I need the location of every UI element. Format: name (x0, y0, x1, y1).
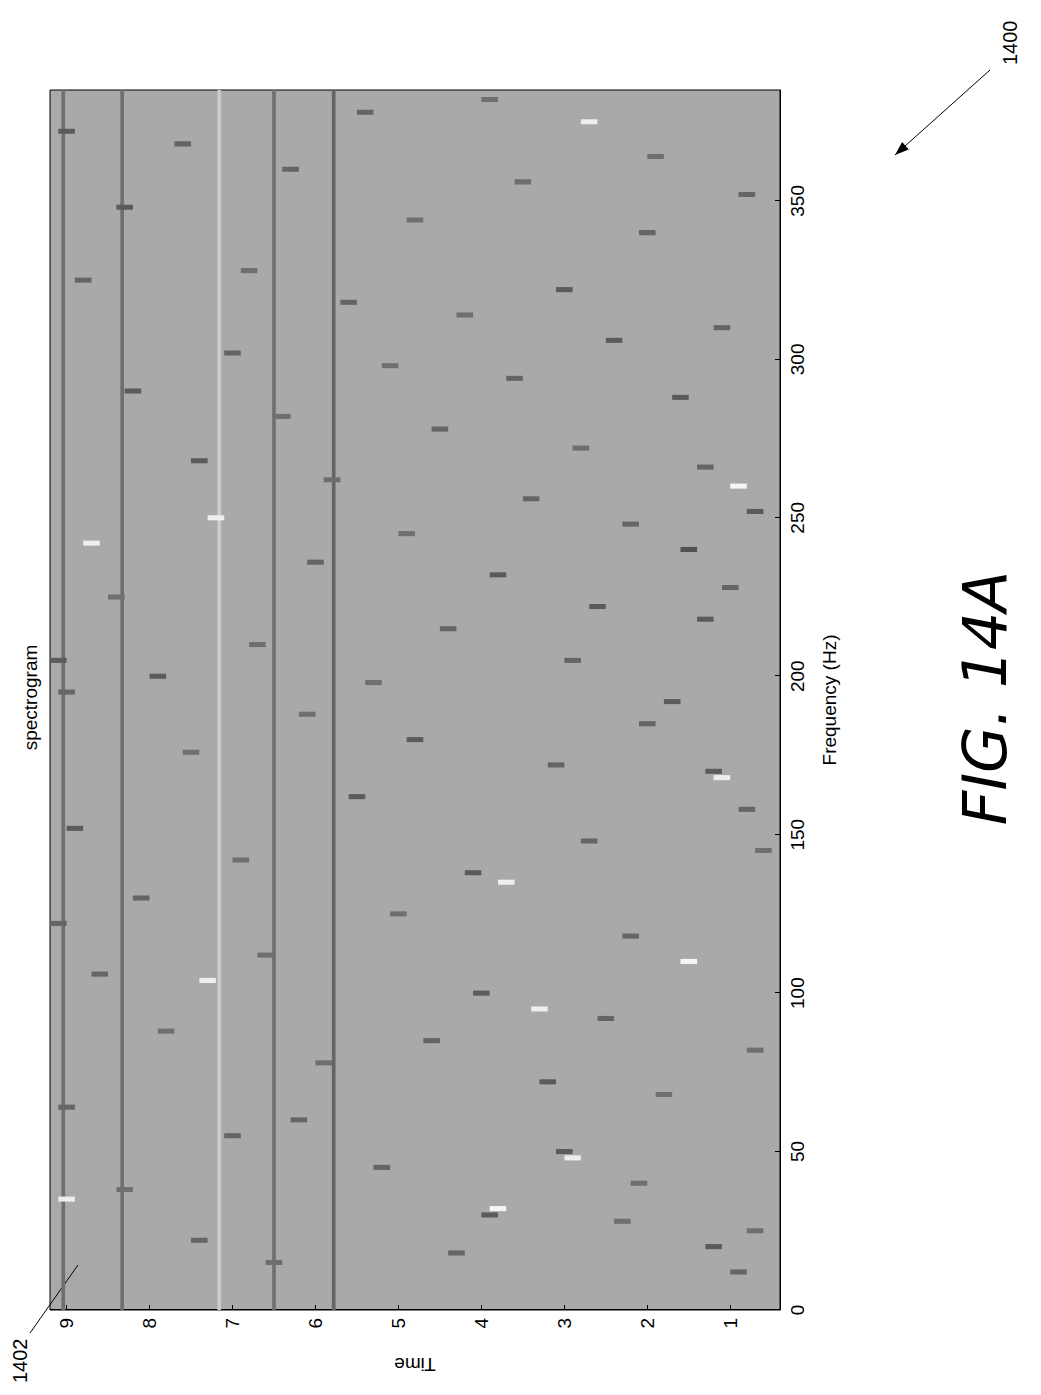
svg-text:0: 0 (787, 1305, 808, 1316)
svg-text:Time: Time (394, 1354, 436, 1375)
svg-text:4: 4 (471, 1318, 492, 1329)
svg-text:9: 9 (56, 1318, 77, 1329)
svg-text:spectrogram: spectrogram (20, 645, 41, 751)
svg-text:1402: 1402 (9, 1339, 31, 1384)
svg-text:FIG. 14A: FIG. 14A (950, 571, 1020, 825)
svg-text:8: 8 (139, 1318, 160, 1329)
svg-text:350: 350 (787, 185, 808, 217)
svg-text:7: 7 (222, 1318, 243, 1329)
svg-text:200: 200 (787, 660, 808, 692)
svg-text:50: 50 (787, 1141, 808, 1162)
svg-text:6: 6 (305, 1318, 326, 1329)
svg-text:250: 250 (787, 502, 808, 534)
svg-text:150: 150 (787, 819, 808, 851)
svg-text:100: 100 (787, 977, 808, 1009)
svg-text:300: 300 (787, 343, 808, 375)
svg-text:3: 3 (554, 1318, 575, 1329)
svg-text:Frequency (Hz): Frequency (Hz) (819, 635, 840, 766)
svg-text:1400: 1400 (999, 21, 1021, 66)
svg-text:1: 1 (720, 1318, 741, 1329)
svg-text:5: 5 (388, 1318, 409, 1329)
svg-text:2: 2 (637, 1318, 658, 1329)
